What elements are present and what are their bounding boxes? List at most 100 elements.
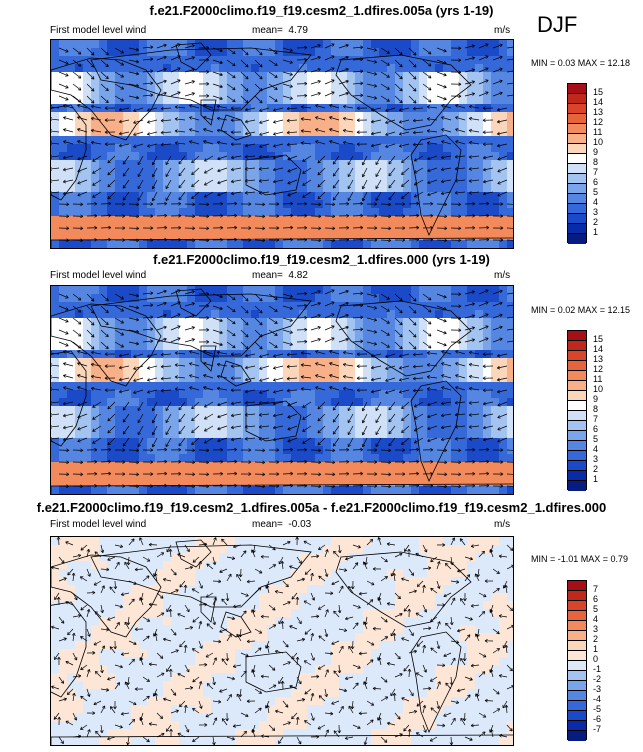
colorbar-swatch [568,224,586,234]
colorbar-swatch [568,361,586,371]
colorbar-swatch [568,104,586,114]
colorbar-swatch [568,621,586,631]
colorbar-tick-label: 6 [593,424,599,434]
colorbar-swatch [568,721,586,731]
colorbar-tick-label: -2 [593,674,602,684]
colorbar-tick-label: 14 [593,344,604,354]
panel-1-mean: mean= 4.79 [252,25,308,36]
colorbar-tick-label: 3 [593,207,599,217]
wind-map-svg [51,40,513,248]
colorbar-swatch [568,601,586,611]
colorbar-tick-label: -1 [593,664,602,674]
panel-3-minmax: MIN = -1.01 MAX = 0.79 [531,554,629,564]
colorbar-tick-label: 12 [593,117,604,127]
colorbar-swatch [568,401,586,411]
colorbar-tick-label: 8 [593,157,599,167]
colorbar-tick-label: 11 [593,374,603,384]
colorbar-swatch [568,441,586,451]
colorbar-swatch [568,391,586,401]
colorbar-swatch [568,661,586,671]
panel-3-title: f.e21.F2000climo.f19_f19.cesm2_1.dfires.… [36,500,607,515]
colorbar-tick-label: 13 [593,354,604,364]
colorbar-tick-label: 4 [593,614,599,624]
panel-1-units: m/s [494,25,511,36]
colorbar-swatch [568,331,586,341]
colorbar-tick-label: 2 [593,464,599,474]
colorbar-swatch [568,184,586,194]
colorbar-tick-label: 15 [593,334,604,344]
panel-1-colorbar [567,83,587,244]
colorbar-swatch [568,381,586,391]
panel-3-map [50,536,514,746]
colorbar-swatch [568,701,586,711]
panel-3-mean: mean= -0.03 [252,519,311,530]
colorbar-tick-label: 15 [593,87,604,97]
panel-1-variable: First model level wind [50,25,147,36]
panel-1-mean-label: mean= [252,25,283,36]
colorbar-swatch [568,194,586,204]
panel-2-title: f.e21.F2000climo.f19_f19.cesm2_1.dfires.… [153,252,490,267]
colorbar-swatch [568,581,586,591]
colorbar-tick-label: 9 [593,147,599,157]
panel-2-mean-value: 4.82 [288,270,308,281]
wind-map-svg [51,286,513,494]
colorbar-swatch [568,691,586,701]
colorbar-swatch [568,731,586,741]
colorbar-swatch [568,461,586,471]
colorbar-tick-label: 1 [593,227,599,237]
panel-1-minmax: MIN = 0.03 MAX = 12.18 [531,58,631,68]
colorbar-tick-label: 11 [593,127,603,137]
colorbar-tick-label: 9 [593,394,599,404]
colorbar-tick-label: 5 [593,434,599,444]
colorbar-swatch [568,114,586,124]
colorbar-tick-label: 0 [593,654,599,664]
panel-3-mean-label: mean= [252,519,283,530]
colorbar-tick-label: 1 [593,474,599,484]
colorbar-swatch [568,671,586,681]
colorbar-tick-label: 7 [593,414,599,424]
colorbar-swatch [568,471,586,481]
colorbar-tick-label: 7 [593,584,599,594]
colorbar-swatch [568,451,586,461]
panel-2-mean-label: mean= [252,270,283,281]
colorbar-swatch [568,631,586,641]
colorbar-tick-label: 5 [593,604,599,614]
panel-2-units: m/s [494,270,511,281]
panel-2-variable: First model level wind [50,270,147,281]
colorbar-tick-label: 14 [593,97,604,107]
colorbar-tick-label: 4 [593,444,599,454]
colorbar-tick-label: 4 [593,197,599,207]
panel-3-mean-value: -0.03 [288,519,312,530]
colorbar-swatch [568,411,586,421]
colorbar-swatch [568,371,586,381]
colorbar-swatch [568,84,586,94]
colorbar-tick-label: 2 [593,634,599,644]
colorbar-tick-label: 13 [593,107,604,117]
colorbar-tick-label: 3 [593,624,599,634]
colorbar-tick-label: 7 [593,167,599,177]
colorbar-swatch [568,651,586,661]
colorbar-tick-label: 2 [593,217,599,227]
colorbar-tick-label: -3 [593,684,602,694]
panel-2-map [50,285,514,495]
colorbar-swatch [568,711,586,721]
colorbar-swatch [568,481,586,491]
colorbar-tick-label: 6 [593,594,599,604]
panel-1-title: f.e21.F2000climo.f19_f19.cesm2_1.dfires.… [149,3,494,18]
colorbar-tick-label: -4 [593,694,602,704]
colorbar-swatch [568,421,586,431]
colorbar-tick-label: 10 [593,384,604,394]
colorbar-tick-label: -5 [593,704,602,714]
panel-1-mean-value: 4.79 [288,25,308,36]
colorbar-swatch [568,611,586,621]
colorbar-swatch [568,94,586,104]
panel-2-mean: mean= 4.82 [252,270,308,281]
colorbar-swatch [568,341,586,351]
panel-2-colorbar [567,330,587,491]
wind-map-svg [51,537,513,745]
colorbar-tick-label: 5 [593,187,599,197]
colorbar-tick-label: 12 [593,364,604,374]
colorbar-tick-label: 8 [593,404,599,414]
colorbar-swatch [568,214,586,224]
colorbar-swatch [568,174,586,184]
